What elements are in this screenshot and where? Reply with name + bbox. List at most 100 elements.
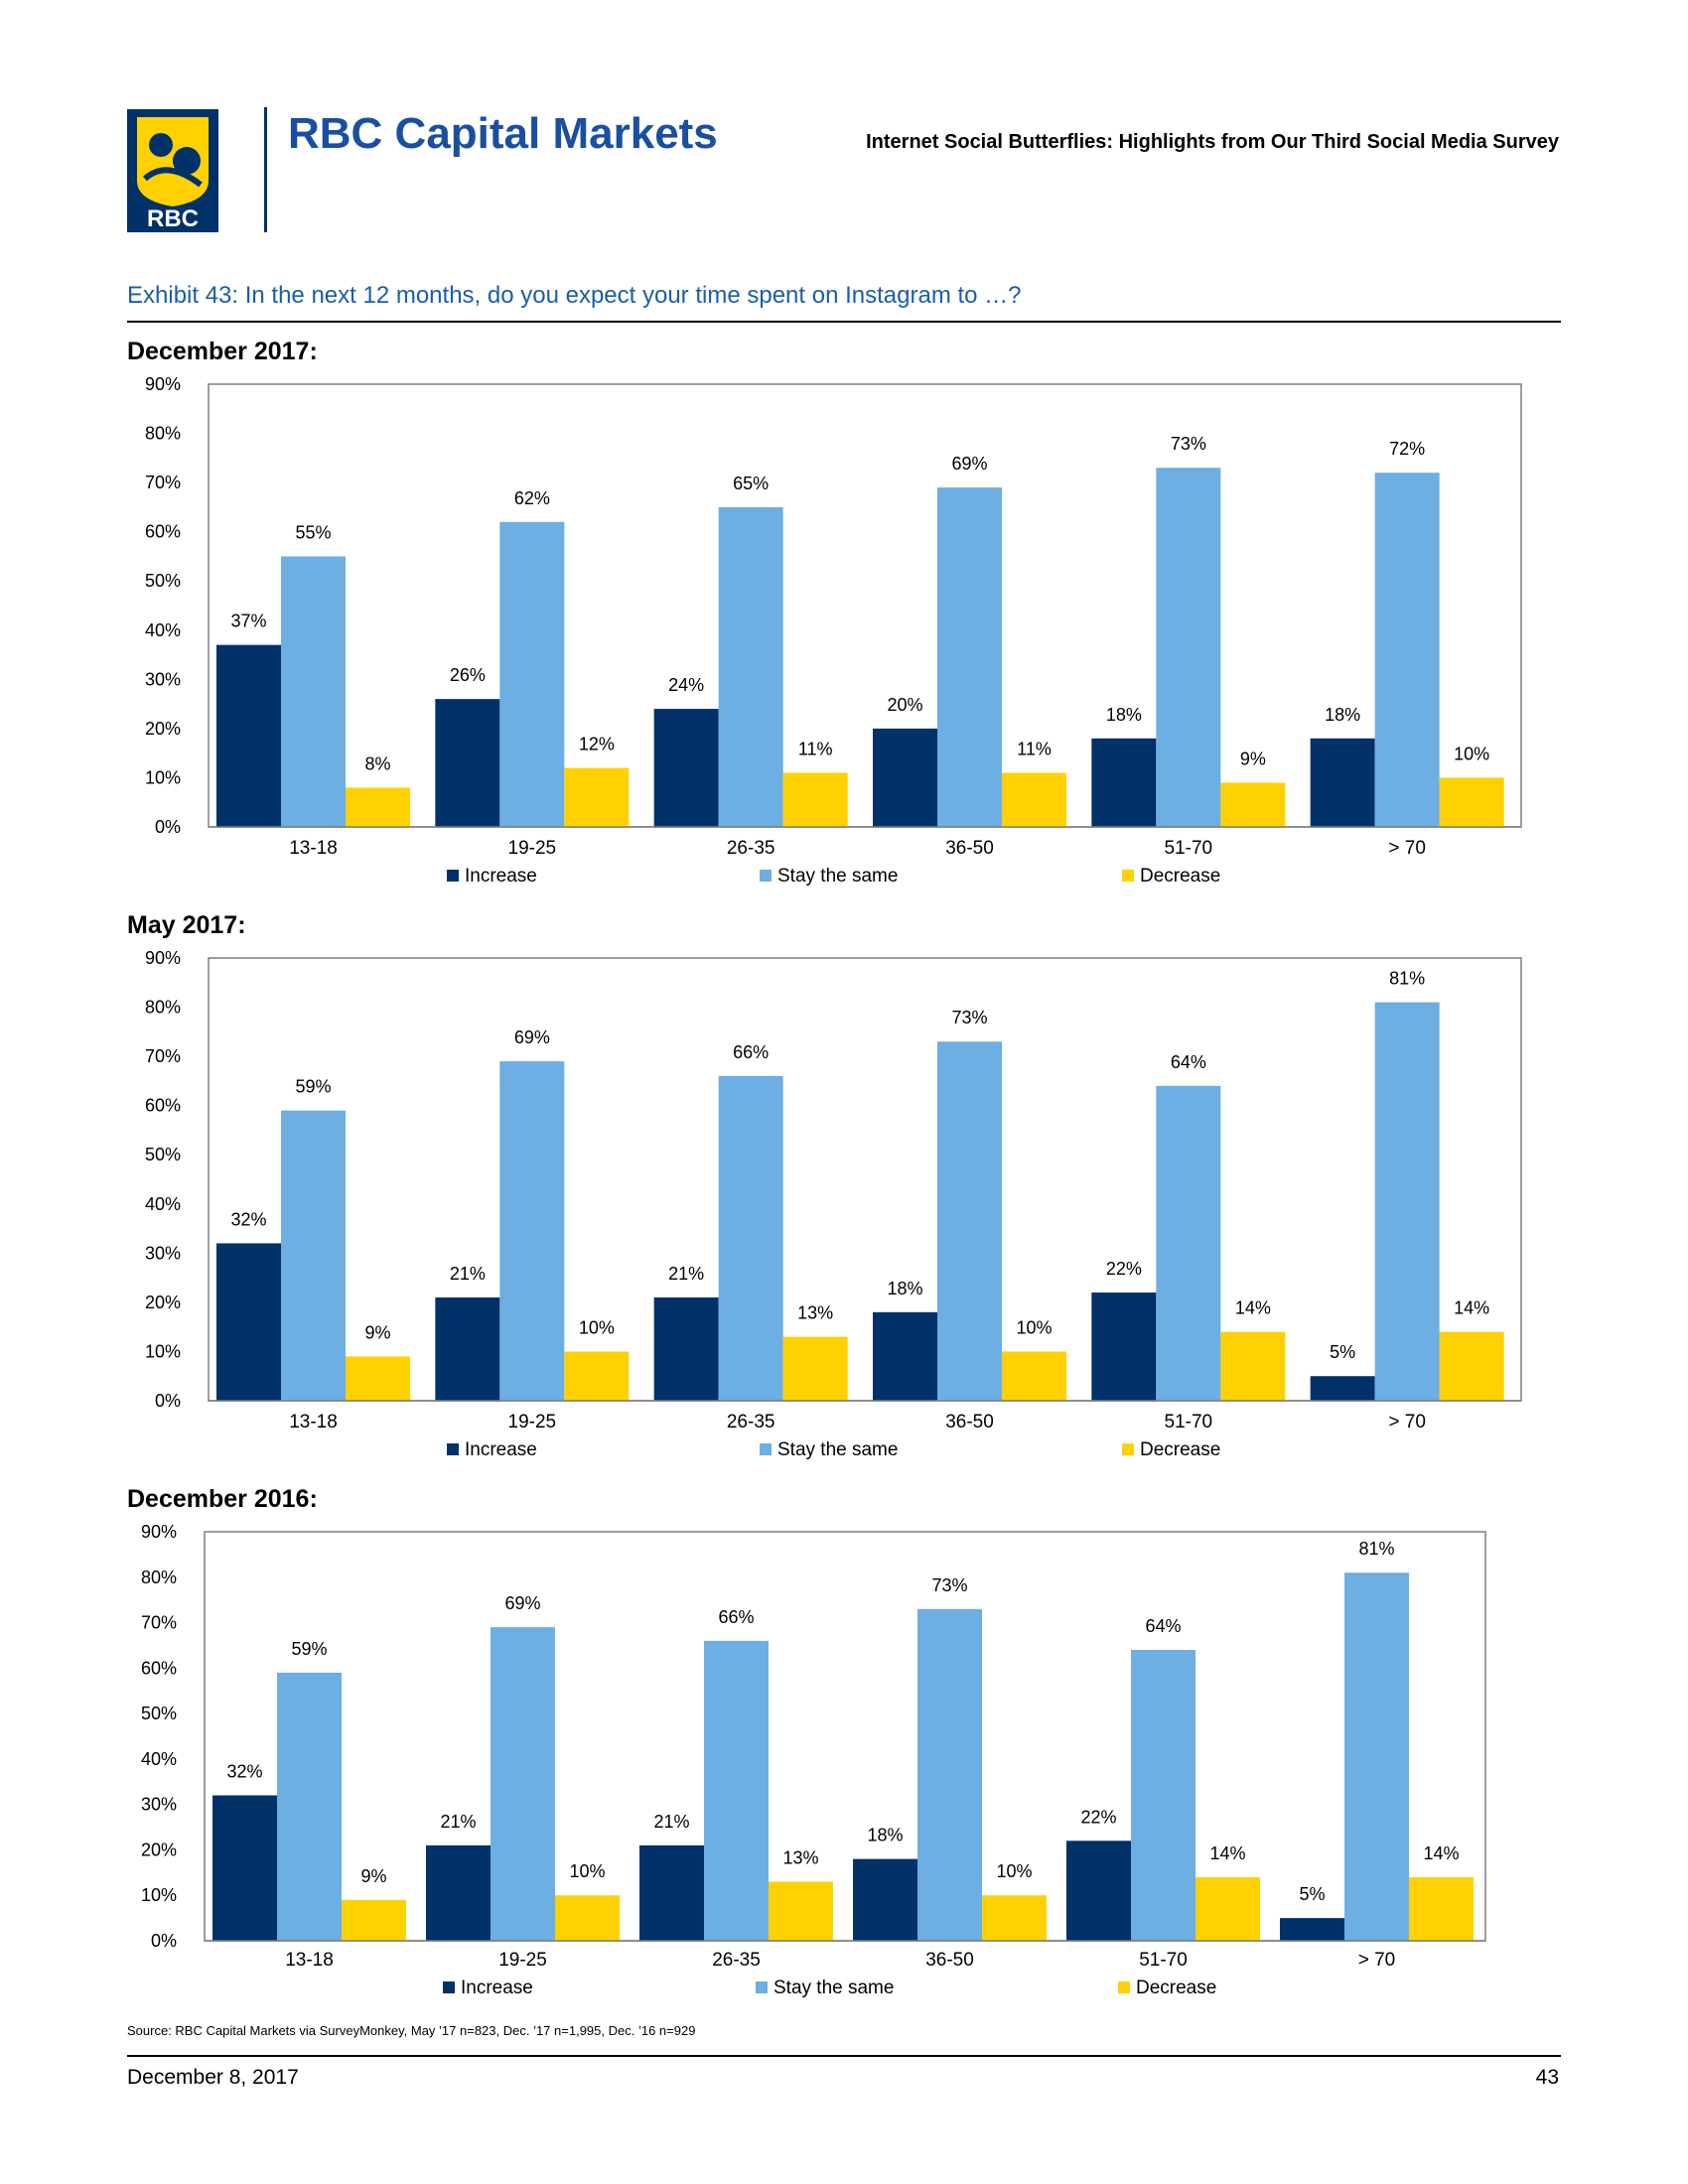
x-tick-label: 26-35 [727, 1412, 775, 1433]
y-tick-label: 0% [155, 1391, 181, 1411]
bar-stay [499, 1061, 565, 1401]
bar-decrease [564, 767, 630, 827]
bar-decrease [1002, 772, 1066, 827]
bar-stay [1374, 473, 1440, 827]
y-tick-label: 80% [145, 424, 181, 444]
bar-stay [1156, 468, 1221, 827]
footer-page-number: 43 [1535, 2066, 1559, 2089]
bar-stay [1344, 1572, 1409, 1941]
legend-swatch-stay [760, 1443, 772, 1455]
y-tick-label: 30% [141, 1795, 177, 1815]
data-label: 20% [887, 695, 922, 715]
data-label: 11% [798, 739, 833, 758]
bar-stay [718, 506, 783, 827]
legend-label: Stay the same [777, 1439, 898, 1460]
bar-decrease [769, 1881, 833, 1941]
bar-increase [212, 1795, 277, 1941]
data-label: 55% [295, 522, 331, 542]
x-tick-label: 13-18 [289, 838, 338, 859]
data-label: 18% [1325, 705, 1360, 725]
bar-decrease [1002, 1351, 1066, 1401]
data-label: 14% [1209, 1843, 1245, 1863]
legend-label: Stay the same [777, 866, 898, 887]
x-tick-label: 26-35 [727, 838, 775, 859]
data-label: 81% [1358, 1539, 1394, 1559]
x-tick-label: 19-25 [508, 838, 557, 859]
bar-decrease [982, 1895, 1047, 1941]
bar-stay [937, 487, 1002, 827]
data-label: 64% [1171, 1052, 1206, 1072]
bar-increase [873, 728, 937, 827]
rbc-logo: RBC [127, 109, 218, 232]
bar-increase [1091, 738, 1157, 827]
data-label: 14% [1235, 1298, 1271, 1318]
bar-increase [216, 644, 281, 827]
bar-decrease [1409, 1876, 1474, 1941]
data-label: 9% [360, 1866, 386, 1886]
bar-stay [718, 1075, 783, 1401]
bar-stay [937, 1041, 1002, 1401]
bar-stay [491, 1627, 555, 1941]
legend-swatch-increase [447, 870, 459, 882]
legend-label: Increase [461, 1978, 533, 1998]
data-label: 8% [364, 753, 390, 773]
data-label: 12% [579, 735, 615, 754]
bar-increase [435, 1297, 500, 1401]
data-label: 21% [668, 1264, 704, 1284]
y-tick-label: 70% [141, 1613, 177, 1633]
bar-increase [853, 1858, 917, 1941]
bar-increase [1091, 1292, 1157, 1401]
data-label: 32% [230, 1209, 266, 1229]
logo-text: RBC [147, 205, 199, 232]
data-label: 69% [514, 1027, 550, 1047]
y-tick-label: 70% [145, 473, 181, 492]
legend-label: Stay the same [774, 1978, 894, 1998]
data-label: 73% [951, 1008, 987, 1027]
exhibit-divider [127, 321, 1561, 323]
data-label: 59% [291, 1639, 327, 1659]
bar-increase [1066, 1841, 1131, 1941]
bar-decrease [782, 1336, 848, 1401]
document-title: Internet Social Butterflies: Highlights … [866, 131, 1559, 153]
data-label: 73% [931, 1575, 967, 1595]
data-label: 21% [450, 1264, 486, 1284]
y-tick-label: 20% [145, 719, 181, 739]
data-label: 69% [504, 1593, 540, 1613]
y-tick-label: 50% [145, 571, 181, 591]
bar-stay [281, 556, 346, 827]
y-tick-label: 70% [145, 1046, 181, 1066]
chart-december-2017: 0% 10% 20% 30% 40% 50% 60% 70% 80% 90% 37% 55% 8% 13-… [145, 374, 1522, 887]
legend-swatch-stay [760, 870, 772, 882]
data-label: 65% [733, 474, 769, 493]
data-label: 9% [364, 1322, 390, 1342]
data-label: 10% [579, 1317, 615, 1337]
bar-increase [639, 1844, 704, 1941]
y-tick-label: 90% [145, 948, 181, 968]
bar-stay [917, 1608, 982, 1941]
y-tick-label: 30% [145, 1243, 181, 1263]
data-label: 81% [1389, 969, 1425, 989]
bar-decrease [1196, 1876, 1260, 1941]
legend-label: Increase [465, 866, 537, 887]
legend-label: Increase [465, 1439, 537, 1460]
data-label: 26% [450, 665, 486, 685]
x-tick-label: 19-25 [498, 1950, 547, 1971]
bar-stay [704, 1640, 769, 1941]
bar-decrease [564, 1351, 630, 1401]
data-label: 5% [1330, 1342, 1355, 1362]
plot-area [208, 957, 1522, 1402]
y-tick-label: 60% [145, 1096, 181, 1116]
legend-swatch-decrease [1122, 870, 1134, 882]
data-label: 64% [1145, 1616, 1181, 1636]
bar-decrease [782, 772, 848, 827]
data-label: 66% [718, 1607, 754, 1627]
bar-stay [277, 1672, 342, 1941]
data-label: 13% [797, 1303, 833, 1323]
bar-increase [1280, 1918, 1344, 1941]
bar-stay [1374, 1002, 1440, 1401]
bar-increase [435, 699, 500, 827]
data-label: 14% [1454, 1298, 1489, 1318]
data-label: 62% [514, 488, 550, 508]
y-tick-label: 50% [141, 1704, 177, 1723]
x-tick-label: 51-70 [1165, 838, 1213, 859]
